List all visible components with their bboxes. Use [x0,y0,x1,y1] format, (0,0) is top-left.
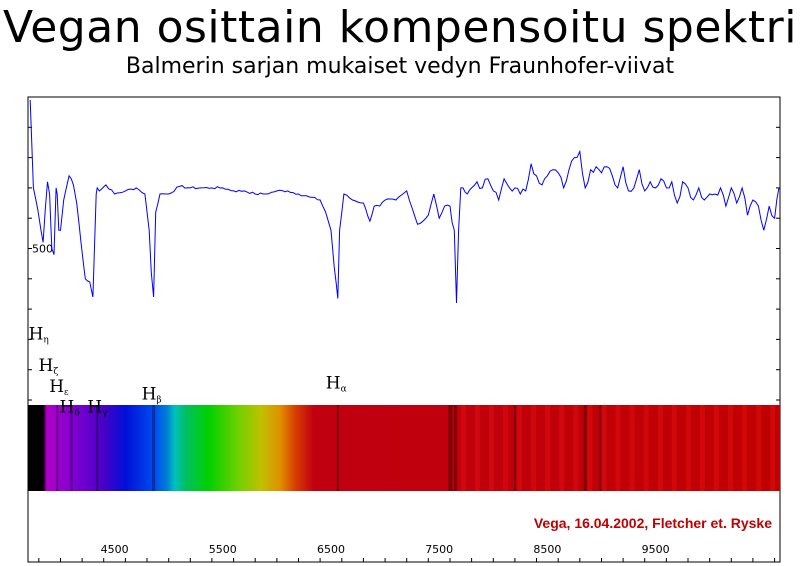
absorption-line [56,405,59,491]
balmer-line-label: Hγ [87,398,107,419]
x-tick-label: 6500 [317,543,345,556]
band-stripe [587,405,593,491]
absorption-line [152,405,156,491]
band-stripe [643,405,649,491]
spectrum-series-line [29,99,780,304]
balmer-line-label: Hδ [60,398,80,419]
absorption-line [453,405,457,491]
balmer-line-label: Hβ [142,384,162,405]
absorption-line [96,405,99,491]
x-tick-label: 8500 [533,543,561,556]
x-tick-label: 7500 [425,543,453,556]
band-stripe [770,405,776,491]
absorption-line [336,405,339,491]
balmer-line-label: Hα [326,373,347,394]
band-stripe [573,405,579,491]
band-stripe [488,405,494,491]
band-stripe [503,405,508,491]
y-tick-label: 500 [32,243,53,256]
absorption-line [448,405,453,491]
spectrum-band-background [28,405,780,491]
band-stripe [615,405,621,491]
band-stripe [714,405,719,491]
band-stripe [699,405,705,491]
x-tick-label: 9500 [642,543,670,556]
plot-area [27,96,781,563]
absorption-line [513,405,516,491]
band-stripe [531,405,537,491]
absorption-lines [56,405,776,491]
balmer-line-label: Hζ [39,356,59,377]
band-stripe [629,405,635,491]
x-tick-label: 4500 [101,543,129,556]
plot-frame [27,96,781,563]
balmer-line-label: Hη [29,325,49,346]
axis-tick-labels: 4500 5500 6500 7500 8500 9500 500 [32,243,670,557]
axis-ticks [28,96,780,562]
band-stripe [517,405,523,491]
chart-title: Vegan osittain kompensoitu spektri [3,2,797,53]
x-tick-label: 5500 [209,543,237,556]
band-stripe [559,405,565,491]
absorption-line [70,405,73,491]
balmer-line-label: Hε [49,377,69,398]
band-stripe [474,405,480,491]
band-stripe [742,405,748,491]
band-stripe [545,405,551,491]
absorption-line [583,405,587,491]
band-stripe [756,405,762,491]
band-stripe [601,405,607,491]
band-stripe [460,405,466,491]
band-stripe [728,405,734,491]
chart-subtitle: Balmerin sarjan mukaiset vedyn Fraunhofe… [125,54,675,79]
absorption-line [599,405,602,491]
band-stripe [685,405,691,491]
spectrum-band [28,405,780,491]
band-stripe [671,405,677,491]
credit-text: Vega, 16.04.2002, Fletcher et. Ryske [534,515,772,531]
band-stripe [657,405,663,491]
